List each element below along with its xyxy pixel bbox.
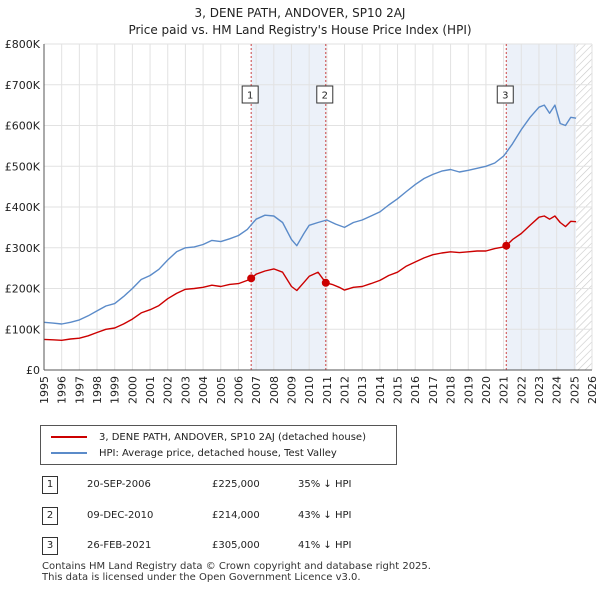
transaction-price: £305,000 [212,540,260,551]
transaction-date: 09-DEC-2010 [87,510,154,521]
y-tick-label: £300K [5,242,41,255]
x-tick-label: 2018 [445,376,458,404]
transaction-hpi-diff: 43% ↓ HPI [298,510,352,521]
sale-badge-box [496,85,514,104]
x-tick-label: 1998 [91,376,104,404]
x-tick-label: 2022 [515,376,528,404]
transaction-date: 20-SEP-2006 [87,479,151,490]
y-tick-label: £0 [26,364,40,377]
x-tick-label: 2019 [462,376,475,404]
x-tick-label: 2004 [197,376,210,404]
y-tick-label: £600K [5,120,41,133]
sale-point [502,241,511,250]
x-tick-label: 2001 [144,376,157,404]
hpi-line [43,104,577,325]
y-tick-label: £200K [5,283,41,296]
sale-badge-box [241,85,259,104]
sale-point [247,274,256,283]
price-chart: £0 £100K £200K £300K £400K £500K £600K £700K £80… [5,38,599,404]
legend-label-hpi: HPI: Average price, detached house, Test… [99,447,337,459]
transaction-date: 26-FEB-2021 [87,540,152,551]
sale-badge-label: 2 [322,91,328,102]
footer-licence: This data is licensed under the Open Gov… [42,572,361,583]
x-tick-label: 2025 [568,376,581,404]
legend-swatch-hpi [51,452,87,454]
x-tick-label: 2015 [392,376,405,404]
x-tick-label: 2023 [533,376,546,404]
x-tick-label: 2005 [215,376,228,404]
x-tick-label: 1996 [56,376,69,404]
transaction-badge: 1 [42,476,58,494]
y-tick-label: £800K [5,38,41,51]
transaction-badge: 3 [42,537,58,555]
x-tick-label: 2014 [374,376,387,404]
y-tick-label: £500K [5,160,41,173]
x-tick-label: 2016 [409,376,422,404]
x-tick-label: 2012 [339,376,352,404]
x-tick-label: 2021 [498,376,511,404]
legend-label-property: 3, DENE PATH, ANDOVER, SP10 2AJ (detache… [99,431,366,443]
transaction-price: £214,000 [212,510,260,521]
sale-point [321,278,330,287]
x-tick-label: 2006 [232,376,245,404]
sale-badge-label: 1 [247,91,253,102]
y-tick-label: £100K [5,323,41,336]
chart-title-line2: Price paid vs. HM Land Registry's House … [128,23,472,37]
y-tick-label: £700K [5,79,41,92]
x-tick-label: 2002 [162,376,175,404]
x-tick-label: 2013 [356,376,369,404]
x-tick-label: 2008 [268,376,281,404]
chart-title-line1: 3, DENE PATH, ANDOVER, SP10 2AJ [194,6,406,20]
x-tick-label: 2011 [321,376,334,404]
legend-swatch-property [51,436,87,438]
x-tick-label: 2017 [427,376,440,404]
x-tick-label: 2000 [126,376,139,404]
x-tick-label: 1995 [38,376,51,404]
legend-entry-hpi: HPI: Average price, detached house, Test… [51,446,337,460]
x-tick-label: 2020 [480,376,493,404]
transaction-price: £225,000 [212,479,260,490]
footer: Contains HM Land Registry data © Crown c… [42,561,431,583]
sale-badge-box [316,85,334,104]
legend-entry-property: 3, DENE PATH, ANDOVER, SP10 2AJ (detache… [51,430,366,444]
x-tick-label: 2009 [285,376,298,404]
x-tick-label: 1999 [109,376,122,404]
transaction-hpi-diff: 41% ↓ HPI [298,540,352,551]
x-tick-label: 2010 [303,376,316,404]
x-tick-label: 2024 [551,376,564,404]
transaction-badge: 2 [42,507,58,525]
transaction-hpi-diff: 35% ↓ HPI [298,479,352,490]
x-tick-label: 2003 [179,376,192,404]
footer-copyright: Contains HM Land Registry data © Crown c… [42,561,431,572]
sale-badge-label: 3 [502,91,508,102]
x-tick-label: 2026 [586,376,599,404]
y-tick-label: £400K [5,201,41,214]
legend: 3, DENE PATH, ANDOVER, SP10 2AJ (detache… [40,425,397,465]
x-tick-label: 1997 [73,376,86,404]
x-tick-label: 2007 [250,376,263,404]
